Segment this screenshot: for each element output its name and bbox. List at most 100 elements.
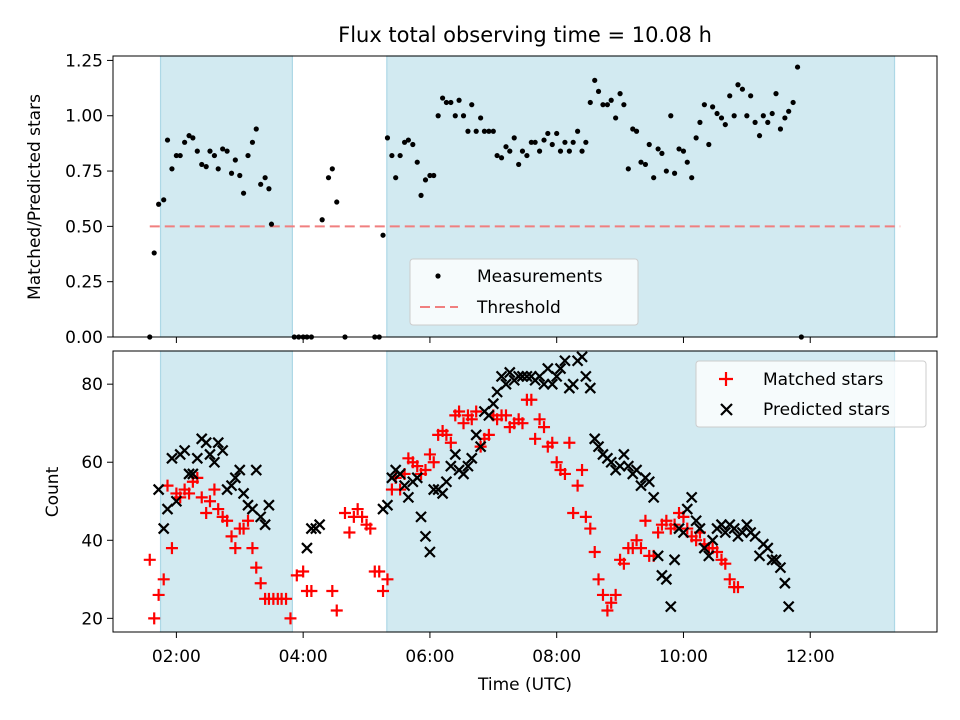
matched-star-point — [558, 467, 571, 480]
matched-star-point — [617, 557, 630, 570]
matched-star-point — [529, 432, 542, 445]
measurement-point — [443, 99, 450, 106]
measurement-point — [186, 133, 192, 139]
measurement-point — [786, 108, 792, 114]
predicted-star-point — [178, 444, 191, 457]
matched-star-point — [330, 604, 343, 617]
predicted-star-point — [550, 370, 563, 383]
measurement-point — [638, 159, 644, 165]
predicted-star-point — [580, 370, 592, 383]
measurement-point — [452, 113, 458, 119]
predicted-star-point — [402, 491, 415, 504]
matched-star-point — [229, 542, 242, 555]
measurement-point — [684, 159, 690, 165]
predicted-star-point — [652, 550, 664, 562]
predicted-star-point — [157, 522, 170, 535]
measurement-point — [701, 102, 707, 108]
predicted-star-point — [208, 456, 221, 469]
matched-star-point — [183, 487, 196, 500]
predicted-star-point — [774, 561, 787, 574]
predicted-star-point — [706, 534, 719, 547]
measurement-point — [722, 121, 728, 128]
measurement-point — [579, 148, 585, 154]
measurement-point — [498, 155, 505, 161]
measurement-point — [524, 152, 530, 159]
legend-measurements-label: Measurements — [477, 267, 603, 287]
matched-star-point — [634, 542, 647, 555]
predicted-star-point — [668, 554, 681, 566]
matched-star-point — [525, 393, 538, 406]
measurement-point — [528, 139, 534, 145]
predicted-star-point — [411, 472, 424, 484]
matched-star-point — [579, 510, 592, 523]
predicted-star-point — [491, 386, 503, 398]
predicted-star-point — [470, 429, 482, 441]
matched-star-point — [221, 514, 234, 527]
measurement-point — [224, 148, 230, 154]
predicted-star-point — [703, 550, 715, 562]
measurement-point — [319, 217, 325, 223]
predicted-star-point — [424, 546, 436, 558]
predicted-star-point — [512, 370, 525, 383]
predicted-star-point — [715, 518, 728, 531]
measurement-point — [693, 135, 699, 141]
predicted-star-point — [386, 472, 398, 484]
predicted-star-point — [259, 518, 271, 531]
predicted-star-point — [685, 491, 698, 504]
measurement-point — [211, 152, 218, 159]
predicted-star-point — [622, 460, 635, 472]
predicted-star-point — [204, 448, 216, 461]
matched-star-point — [563, 436, 576, 449]
x-tick-label: 12:00 — [786, 647, 835, 667]
measurement-point — [262, 175, 268, 181]
measurement-point — [393, 175, 399, 181]
measurement-point — [604, 102, 611, 108]
predicted-star-point — [449, 448, 462, 461]
measurement-point — [562, 139, 568, 145]
matched-star-point — [592, 573, 605, 586]
measurement-point — [410, 141, 416, 148]
measurement-point — [554, 130, 560, 137]
measurement-point — [516, 161, 522, 168]
matched-star-point — [567, 506, 580, 519]
measurement-point — [414, 159, 420, 165]
measurement-point — [456, 97, 462, 103]
predicted-star-point — [546, 378, 559, 390]
predicted-star-point — [225, 479, 238, 492]
top-y-axis-label: Matched/Predicted stars — [25, 94, 45, 300]
predicted-star-point — [782, 600, 795, 613]
y-tick-label: 20 — [81, 609, 103, 629]
matched-star-point — [457, 417, 470, 430]
matched-star-point — [499, 409, 512, 422]
measurement-point — [380, 232, 386, 238]
measurement-point — [718, 115, 725, 121]
matched-star-point — [290, 569, 303, 582]
measurement-point — [646, 141, 652, 148]
measurement-point — [329, 166, 335, 172]
measurement-point — [557, 148, 564, 154]
measurement-point — [773, 91, 779, 97]
legend-matched-label: Matched stars — [763, 370, 883, 390]
measurement-point — [389, 152, 395, 159]
predicted-star-point — [394, 468, 406, 480]
predicted-star-point — [719, 526, 732, 539]
measurement-point — [566, 148, 572, 154]
measurement-point — [325, 175, 332, 181]
measurement-point — [266, 186, 272, 192]
predicted-star-point — [635, 479, 647, 492]
measurement-point — [203, 164, 209, 170]
predicted-star-point — [237, 487, 250, 500]
measurement-point — [511, 135, 517, 141]
predicted-star-point — [457, 468, 470, 480]
predicted-star-point — [161, 503, 174, 515]
predicted-star-point — [770, 554, 782, 566]
measurement-point — [676, 146, 682, 152]
measurement-point — [401, 139, 408, 145]
measurement-point — [735, 82, 741, 88]
matched-star-point — [588, 545, 601, 558]
measurement-point — [481, 128, 488, 134]
measurement-point — [486, 128, 492, 134]
measurement-point — [427, 172, 433, 179]
measurement-point — [769, 110, 775, 117]
predicted-star-point — [152, 483, 165, 496]
